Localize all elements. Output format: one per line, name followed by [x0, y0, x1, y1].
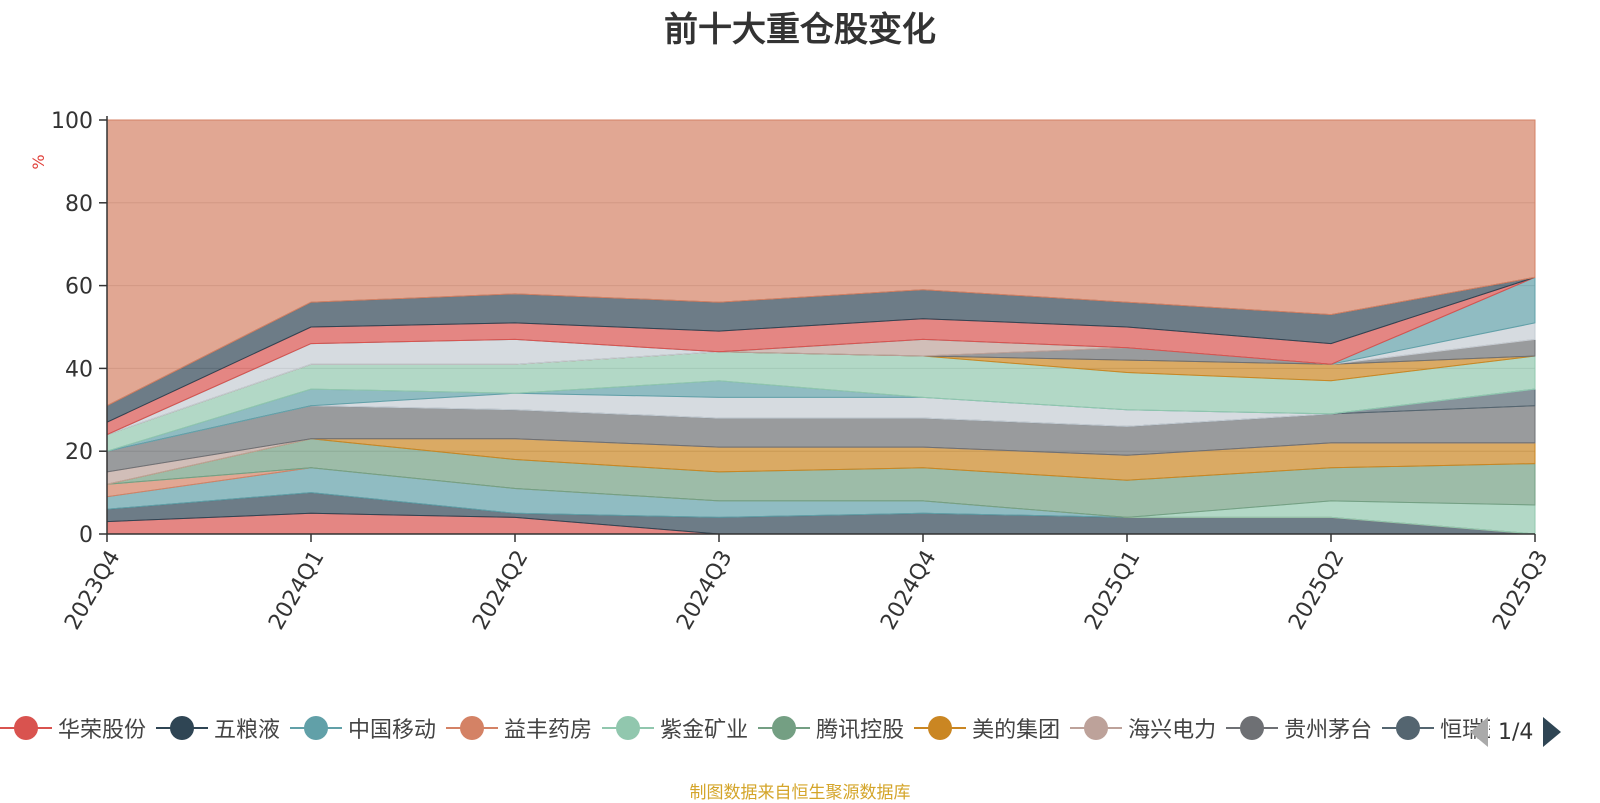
- legend-marker-icon: [1226, 715, 1279, 741]
- legend-marker-icon: [914, 715, 967, 741]
- legend-marker-icon: [156, 715, 209, 741]
- y-tick-label: 20: [65, 440, 93, 465]
- legend-item-1[interactable]: 华荣股份: [0, 712, 146, 744]
- page-indicator: 1/4: [1498, 719, 1534, 745]
- legend-marker-icon: [0, 715, 52, 741]
- y-axis-label: %: [29, 154, 48, 169]
- legend-label: 海兴电力: [1128, 718, 1217, 743]
- legend-label: 华荣股份: [58, 718, 147, 743]
- prev-page-icon[interactable]: [1470, 717, 1488, 747]
- y-tick-label: 80: [65, 192, 93, 217]
- legend-marker-icon: [602, 715, 655, 741]
- legend-marker-icon: [1382, 715, 1435, 741]
- area-series-21[interactable]: [106, 119, 1536, 407]
- legend-label: 益丰药房: [504, 718, 593, 743]
- legend-pager: 1/4: [1470, 712, 1562, 752]
- legend-item-5[interactable]: 紫金矿业: [602, 712, 748, 744]
- legend-label: 中国移动: [348, 718, 437, 743]
- next-page-icon[interactable]: [1543, 717, 1562, 747]
- legend-label: 紫金矿业: [660, 718, 749, 743]
- area-layer: [106, 119, 1536, 535]
- source-note: 制图数据来自恒生聚源数据库: [689, 783, 911, 803]
- legend-item-2[interactable]: 五粮液: [156, 712, 280, 744]
- x-tick-label: 2024Q3: [672, 546, 737, 634]
- x-tick-label: 2023Q4: [60, 546, 125, 634]
- legend-label: 贵州茅台: [1284, 718, 1373, 743]
- x-tick-label: 2024Q1: [264, 546, 329, 634]
- y-tick-label: 100: [51, 109, 93, 134]
- x-tick-label: 2025Q2: [1284, 546, 1349, 634]
- legend-item-6[interactable]: 腾讯控股: [758, 712, 904, 744]
- legend-marker-icon: [290, 715, 343, 741]
- y-tick-label: 60: [65, 275, 93, 300]
- legend-item-3[interactable]: 中国移动: [290, 712, 436, 744]
- legend-marker-icon: [1070, 715, 1123, 741]
- legend-label: 五粮液: [214, 718, 281, 743]
- legend-label: 腾讯控股: [816, 718, 905, 743]
- y-tick-label: 40: [65, 357, 93, 382]
- legend-item-8[interactable]: 海兴电力: [1070, 712, 1216, 744]
- legend: 华荣股份五粮液中国移动益丰药房紫金矿业腾讯控股美的集团海兴电力贵州茅台恒瑞医药长…: [0, 712, 1490, 752]
- legend-marker-icon: [758, 715, 811, 741]
- legend-label: 美的集团: [972, 718, 1061, 743]
- legend-marker-icon: [446, 715, 499, 741]
- legend-item-9[interactable]: 贵州茅台: [1226, 712, 1372, 744]
- y-tick-label: 0: [79, 523, 93, 548]
- legend-item-7[interactable]: 美的集团: [914, 712, 1060, 744]
- x-tick-label: 2024Q4: [876, 546, 941, 634]
- legend-item-4[interactable]: 益丰药房: [446, 712, 592, 744]
- chart-title: 前十大重仓股变化: [664, 10, 936, 50]
- x-tick-label: 2024Q2: [468, 546, 533, 634]
- x-tick-label: 2025Q3: [1488, 546, 1553, 634]
- x-tick-label: 2025Q1: [1080, 546, 1145, 634]
